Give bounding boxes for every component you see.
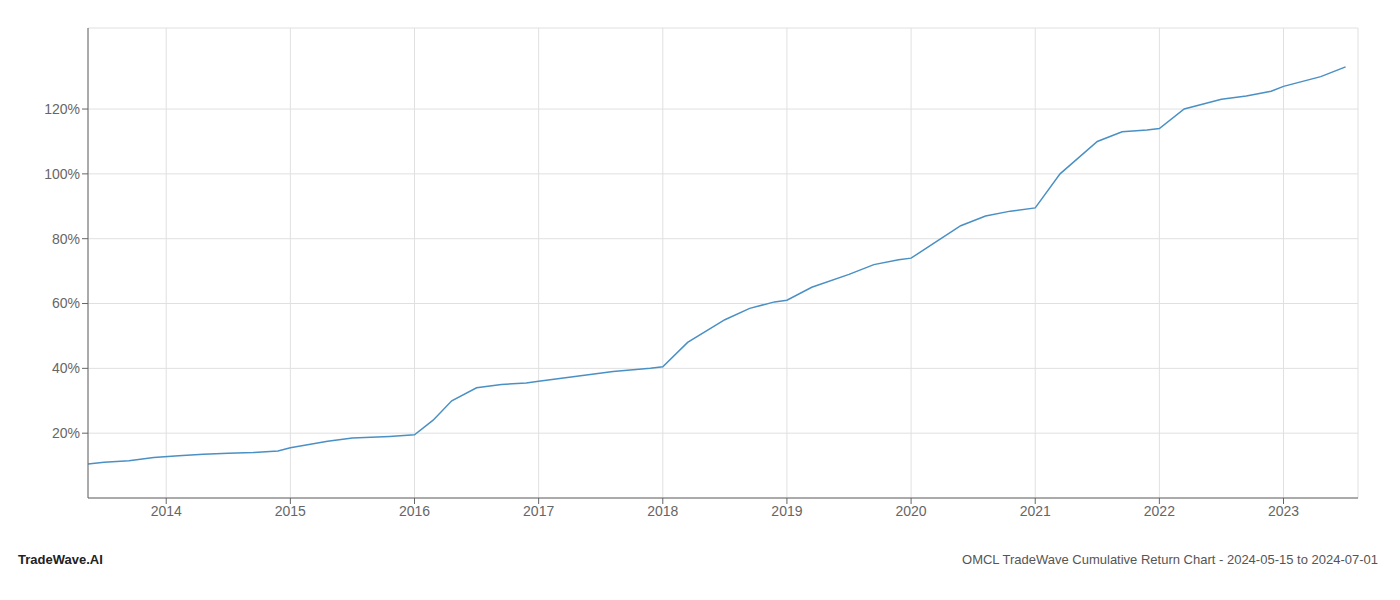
svg-text:2020: 2020	[896, 503, 927, 519]
html-text:TradeWave.AI: TradeWave.AI	[18, 552, 103, 567]
svg-text:40%: 40%	[52, 360, 80, 376]
svg-text:2023: 2023	[1268, 503, 1299, 519]
svg-text:60%: 60%	[52, 295, 80, 311]
svg-text:2022: 2022	[1144, 503, 1175, 519]
svg-text:2018: 2018	[647, 503, 678, 519]
svg-text:2016: 2016	[399, 503, 430, 519]
svg-text:2015: 2015	[275, 503, 306, 519]
svg-text:80%: 80%	[52, 231, 80, 247]
svg-text:120%: 120%	[44, 101, 80, 117]
svg-text:2021: 2021	[1020, 503, 1051, 519]
svg-text:2014: 2014	[151, 503, 182, 519]
svg-text:20%: 20%	[52, 425, 80, 441]
svg-text:2017: 2017	[523, 503, 554, 519]
html-text:OMCL TradeWave Cumulative Retu: OMCL TradeWave Cumulative Return Chart -…	[962, 552, 1378, 567]
svg-text:2019: 2019	[771, 503, 802, 519]
svg-text:100%: 100%	[44, 166, 80, 182]
